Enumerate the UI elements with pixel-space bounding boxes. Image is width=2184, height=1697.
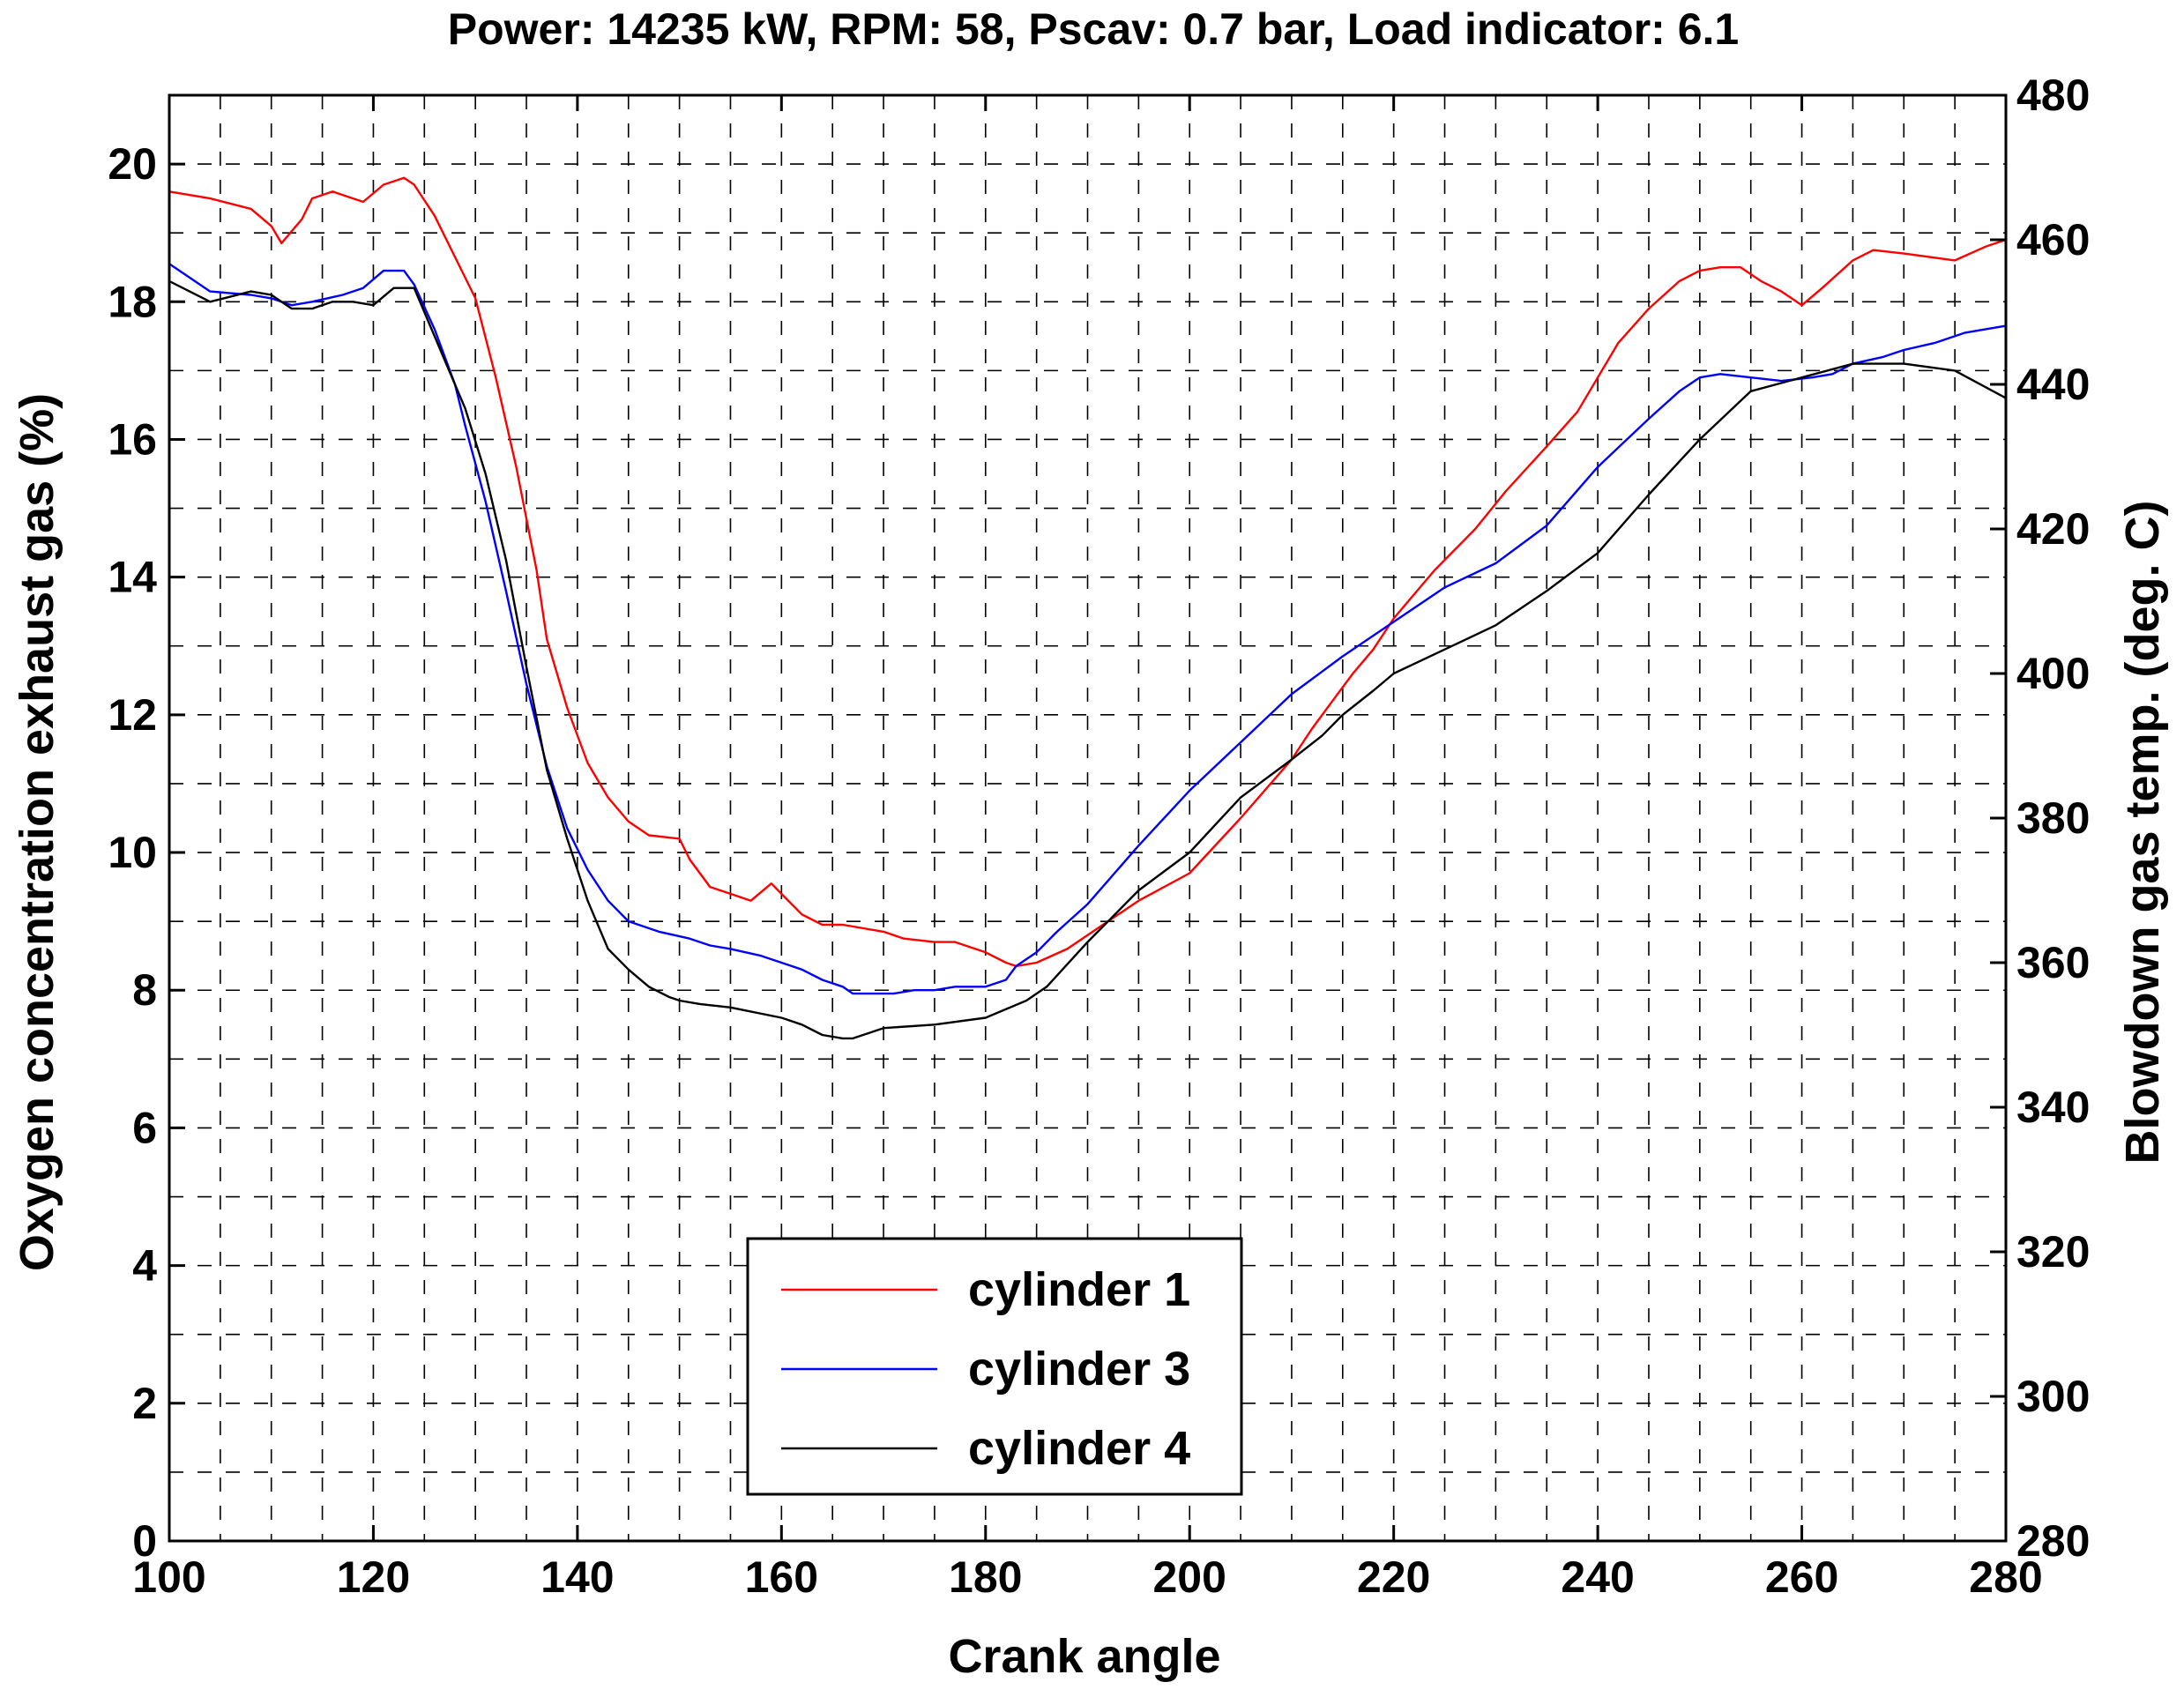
y2-tick-label: 480 (2016, 71, 2090, 120)
legend: cylinder 1 cylinder 3 cylinder 4 (746, 1237, 1243, 1496)
x-tick-label: 100 (132, 1552, 205, 1602)
y-tick-label: 18 (108, 277, 157, 326)
legend-label-cylinder-1: cylinder 1 (968, 1263, 1190, 1316)
series-line-cylinder-4 (168, 279, 2007, 1040)
y-tick-label: 2 (132, 1379, 157, 1428)
y-tick-label: 0 (132, 1516, 157, 1566)
chart-title: Power: 14235 kW, RPM: 58, Pscav: 0.7 bar… (448, 4, 1739, 54)
y-tick-label: 6 (132, 1103, 157, 1152)
y2-axis-label: Blowdown gas temp. (deg. C) (2116, 501, 2169, 1165)
x-tick-label: 120 (337, 1552, 410, 1602)
grid-lines (169, 95, 2006, 1541)
series-line-cylinder-1 (168, 176, 2007, 968)
y2-tick-label: 380 (2016, 793, 2090, 843)
y2-tick-label: 400 (2016, 649, 2090, 698)
x-axis-label: Crank angle (948, 1630, 1220, 1683)
legend-box (746, 1237, 1243, 1496)
y-tick-label: 20 (108, 139, 157, 189)
y2-tick-label: 360 (2016, 938, 2090, 987)
y-tick-label: 12 (108, 690, 157, 740)
y-tick-label: 8 (132, 965, 157, 1015)
y-tick-label: 4 (132, 1241, 157, 1291)
y-tick-label: 10 (108, 828, 157, 877)
y-axis-label: Oxygen concentration exhaust gas (%) (11, 393, 63, 1271)
y2-tick-label: 300 (2016, 1372, 2090, 1421)
y2-tick-label: 440 (2016, 360, 2090, 409)
series-line-cylinder-3 (168, 263, 2007, 995)
x-tick-label: 180 (949, 1552, 1022, 1602)
y2-tick-label: 420 (2016, 504, 2090, 554)
y2-tick-label: 460 (2016, 215, 2090, 264)
x-tick-label: 240 (1561, 1552, 1634, 1602)
x-tick-label: 160 (745, 1552, 818, 1602)
legend-label-cylinder-3: cylinder 3 (968, 1343, 1190, 1396)
y-tick-label: 16 (108, 414, 157, 464)
y2-tick-label: 280 (2016, 1516, 2090, 1566)
x-tick-label: 200 (1153, 1552, 1226, 1602)
y2-tick-label: 340 (2016, 1083, 2090, 1132)
legend-label-cylinder-4: cylinder 4 (968, 1422, 1190, 1475)
y2-tick-label: 320 (2016, 1227, 2090, 1276)
x-tick-label: 220 (1357, 1552, 1430, 1602)
x-tick-label: 260 (1765, 1552, 1838, 1602)
x-tick-label: 280 (1969, 1552, 2042, 1602)
x-tick-label: 140 (540, 1552, 614, 1602)
axis-ticks: 100 120 140 160 180 200 220 240 260 280 0 2 4 6 8 10 12 1… (108, 71, 2090, 1602)
y-tick-label: 14 (108, 553, 157, 602)
plot-area-series (168, 176, 2007, 1040)
